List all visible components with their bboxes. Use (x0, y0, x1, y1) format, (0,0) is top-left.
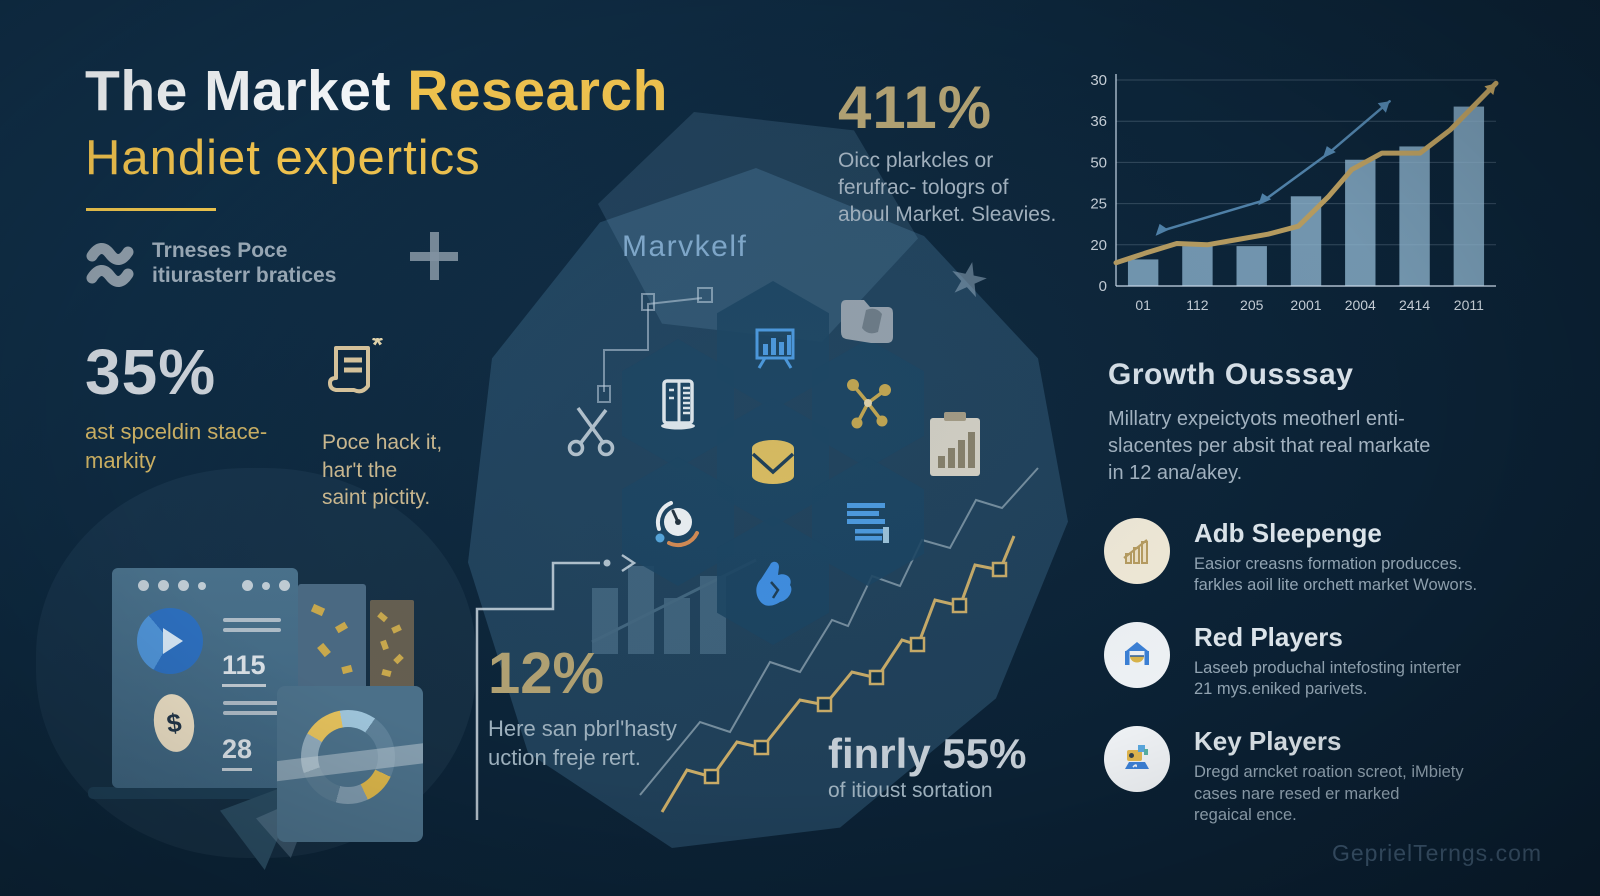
svg-text:2004: 2004 (1345, 297, 1376, 313)
title-underline (86, 208, 216, 211)
window-dots (138, 580, 290, 591)
illustration-strip-panel (370, 600, 414, 688)
svg-text:25: 25 (1090, 196, 1107, 213)
network-nodes-icon (847, 378, 891, 428)
players-list: Adb Sleepenge Easior creasns formation p… (1104, 518, 1554, 826)
squiggle-logo-icon (86, 243, 134, 287)
hex-documents (812, 457, 924, 586)
player-title: Adb Sleepenge (1194, 518, 1382, 548)
growth-summary-title: Growth Ousssay (1108, 358, 1354, 391)
stat-35-desc: ast spceldin stace- markity (85, 419, 268, 473)
player-desc: Dregd arncket roation screot, iMbiety ca… (1194, 763, 1464, 824)
doc-note-block: * Poce hack it, har't the saint pictity. (322, 329, 502, 512)
hex-network (812, 339, 924, 468)
svg-text:36: 36 (1090, 113, 1107, 130)
brand-name: Trneses Poce itiurasterr bratices (152, 239, 336, 289)
svg-text:01: 01 (1135, 297, 1151, 313)
player-desc: Easior creasns formation producces. fark… (1194, 555, 1478, 595)
play-button-icon (137, 608, 203, 674)
illustration-window: 115 $ 28 (112, 568, 298, 788)
player-icon-circle (1104, 622, 1170, 689)
illustration-side-panel (298, 584, 366, 690)
clipboard-chart-icon (922, 408, 988, 489)
player-icon-circle (1104, 518, 1170, 584)
watermark: GeprielTerngs.com (1332, 840, 1543, 866)
hex-chart (717, 281, 829, 410)
svg-text:50: 50 (1090, 154, 1107, 171)
svg-text:2001: 2001 (1290, 297, 1321, 313)
step-line-decoration (475, 553, 637, 820)
stat-55-desc: of itioust sortation (828, 779, 993, 802)
brand-name-line1: Trneses Poce (152, 239, 288, 263)
growth-summary-body: Millatry expeictyots meotherl enti- slac… (1108, 408, 1431, 484)
stat-12-desc: Here san pbrl'hasty uction freje rert. (488, 716, 677, 770)
player-desc: Laseeb produchal intefosting interter 21… (1194, 659, 1461, 699)
svg-text:30: 30 (1090, 72, 1107, 89)
node-link-decoration (597, 287, 713, 403)
svg-text:2414: 2414 (1399, 297, 1430, 313)
stat-55-block: finrly 55% of itioust sortation (828, 733, 1026, 803)
database-envelope-icon (751, 439, 795, 484)
stat-35-block: 35% ast spceldin stace- markity (85, 340, 267, 475)
svg-text:*: * (372, 338, 383, 360)
list-item: Red Players Laseeb produchal intefosting… (1104, 622, 1554, 700)
bar-growth-icon (1123, 539, 1148, 564)
stat-411-value: 411% (838, 74, 993, 141)
title-accent-part: Research (407, 59, 668, 123)
center-label: Marvkelf (622, 230, 748, 263)
metric-115: 115 (222, 650, 266, 687)
hex-hand (717, 516, 829, 645)
dashboard-illustration: 115 $ 28 (80, 540, 560, 880)
brand-block: Trneses Poce itiurasterr bratices (84, 238, 336, 290)
server-icon (661, 378, 695, 429)
scroll-document-icon: * (328, 329, 383, 394)
stat-35-value: 35% (85, 336, 217, 408)
page-subtitle: Handiet expertics (85, 131, 481, 185)
plus-icon (410, 232, 458, 280)
svg-text:20: 20 (1090, 237, 1107, 254)
list-item: Key Players Dregd arncket roation screot… (1104, 726, 1554, 825)
player-text: Adb Sleepenge Easior creasns formation p… (1194, 518, 1477, 596)
home-banner-icon (1125, 642, 1149, 666)
gold-zigzag-chart (660, 535, 1016, 813)
svg-text:205: 205 (1240, 297, 1264, 313)
player-text: Key Players Dregd arncket roation screot… (1194, 726, 1464, 825)
stat-411-desc: Oicc plarkcles or ferufrac- tologrs of a… (838, 149, 1057, 226)
player-title: Key Players (1194, 726, 1342, 757)
stat-55-value: finrly 55% (828, 730, 1027, 777)
growth-summary-block: Growth Ousssay Millatry expeictyots meot… (1108, 358, 1528, 487)
hand-icon (756, 561, 792, 606)
doc-note-text: Poce hack it, har't the saint pictity. (322, 431, 443, 510)
hex-database (717, 398, 829, 527)
folder-icon (836, 292, 898, 353)
player-title: Red Players (1194, 622, 1343, 653)
hex-gauge (622, 457, 734, 586)
brand-name-line2: itiurasterr bratices (152, 264, 337, 287)
donut-panel (277, 686, 423, 842)
dollar-icon: $ (150, 691, 198, 755)
svg-text:0: 0 (1099, 278, 1107, 295)
list-item: Adb Sleepenge Easior creasns formation p… (1104, 518, 1554, 596)
stat-411-block: 411% Oicc plarkcles or ferufrac- tologrs… (838, 78, 1098, 229)
stat-12-value: 12% (488, 641, 605, 706)
page-title: The Market Research (85, 62, 668, 120)
player-icon-circle (1104, 726, 1170, 793)
document-lines-icon (847, 502, 889, 543)
projector-icon (1125, 745, 1149, 770)
gray-trend-line (639, 467, 1039, 796)
stat-12-block: 12% Here san pbrl'hasty uction freje rer… (488, 645, 677, 772)
title-white-part: The Market (85, 59, 391, 123)
svg-text:2011: 2011 (1454, 297, 1484, 313)
gauge-icon (655, 500, 699, 547)
svg-text:112: 112 (1186, 297, 1209, 313)
hex-server (622, 339, 734, 468)
donut-chart (301, 710, 395, 804)
growth-chart: 30 36 50 25 20 0 01 112 205 2001 2004 2414 2011 (1080, 66, 1510, 322)
player-text: Red Players Laseeb produchal intefosting… (1194, 622, 1461, 700)
scissors-icon (560, 398, 624, 467)
bar-chart-board-icon (755, 328, 795, 369)
metric-28: 28 (222, 734, 253, 771)
